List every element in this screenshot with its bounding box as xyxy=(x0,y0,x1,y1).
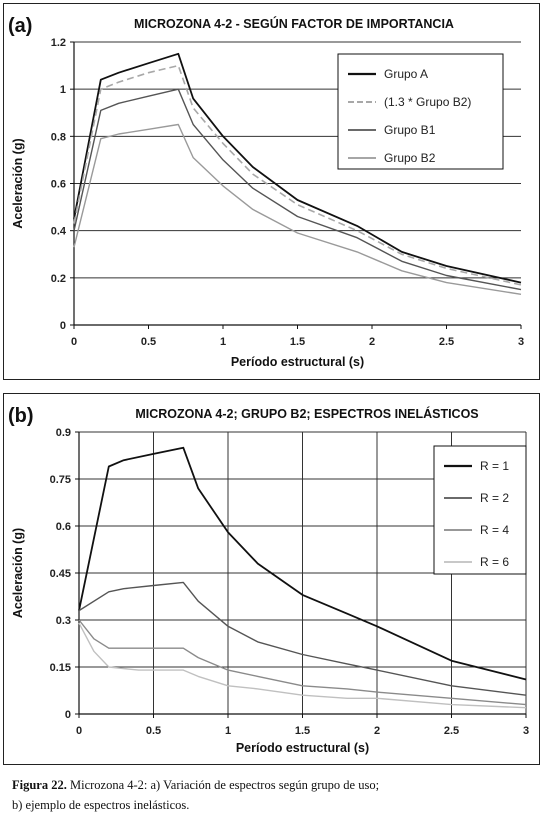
chart-b-x-axis-label: Período estructural (s) xyxy=(236,741,369,755)
chart-a-legend-label-1: Grupo A xyxy=(384,67,428,81)
chart-a-x-tick-label: 2.5 xyxy=(439,336,454,348)
chart-a-legend-label-3: Grupo B1 xyxy=(384,123,436,137)
chart-b-legend-box xyxy=(433,445,527,575)
chart-b-series-line-3 xyxy=(78,619,527,706)
figure-caption: Figura 22. Microzona 4-2: a) Variación d… xyxy=(12,775,537,815)
chart-a-y-tick-label: 1 xyxy=(60,84,66,96)
chart-b-title: MICROZONA 4-2; GRUPO B2; ESPECTROS INELÁ… xyxy=(135,406,478,421)
chart-b-x-tick-label: 2.5 xyxy=(444,725,459,737)
chart-b-x-tick-label: 0.5 xyxy=(146,725,161,737)
chart-a-legend-label-4: Grupo B2 xyxy=(384,151,436,165)
chart-a-y-tick-label: 1.2 xyxy=(51,37,66,49)
chart-a-y-axis-label: Aceleración (g) xyxy=(11,138,25,228)
chart-b-y-tick-label: 0.6 xyxy=(56,521,71,533)
chart-b-legend-label-2: R = 2 xyxy=(480,491,509,505)
chart-b-y-tick-label: 0.9 xyxy=(56,427,71,439)
chart-b-x-tick-label: 2 xyxy=(374,725,380,737)
figure-label: Figura 22. xyxy=(12,778,67,792)
chart-b-panel-label: (b) xyxy=(8,405,34,427)
chart-b-x-tick-label: 1 xyxy=(225,725,231,737)
chart-b-y-tick-label: 0.15 xyxy=(50,662,71,674)
chart-a-series-line-4 xyxy=(73,123,522,295)
chart-b-legend-label-3: R = 4 xyxy=(480,523,509,537)
chart-a-x-tick-label: 0.5 xyxy=(141,336,156,348)
chart-a-legend-label-2: (1.3 * Grupo B2) xyxy=(384,95,471,109)
chart-a-x-tick-label: 1 xyxy=(220,336,226,348)
chart-a-y-tick-label: 0.8 xyxy=(51,131,66,143)
chart-b-y-axis-label: Aceleración (g) xyxy=(11,528,25,618)
chart-a-title: MICROZONA 4-2 - SEGÚN FACTOR DE IMPORTAN… xyxy=(134,16,454,31)
chart-b-x-tick-label: 0 xyxy=(76,725,82,737)
caption-line-2: b) ejemplo de espectros inelásticos. xyxy=(12,798,190,812)
chart-a-x-tick-label: 2 xyxy=(369,336,375,348)
chart-panel-b: (b) MICROZONA 4-2; GRUPO B2; ESPECTROS IN… xyxy=(3,393,540,765)
chart-b-legend-label-4: R = 6 xyxy=(480,555,509,569)
chart-b-x-tick-label: 1.5 xyxy=(295,725,310,737)
chart-b-y-tick-label: 0 xyxy=(65,709,71,721)
chart-a-x-tick-label: 0 xyxy=(71,336,77,348)
chart-a-svg: (a) MICROZONA 4-2 - SEGÚN FACTOR DE IMPOR… xyxy=(8,15,524,369)
chart-a-series-line-1 xyxy=(73,52,522,284)
chart-b-svg: (b) MICROZONA 4-2; GRUPO B2; ESPECTROS IN… xyxy=(8,405,529,755)
chart-a-y-tick-label: 0.2 xyxy=(51,273,66,285)
chart-a-y-tick-label: 0.6 xyxy=(51,179,66,191)
chart-a-panel-label: (a) xyxy=(8,15,32,37)
chart-b-legend-label-1: R = 1 xyxy=(480,459,509,473)
chart-b-series-line-1 xyxy=(78,446,527,681)
chart-panel-a: (a) MICROZONA 4-2 - SEGÚN FACTOR DE IMPOR… xyxy=(3,3,540,380)
chart-b-x-tick-label: 3 xyxy=(523,725,529,737)
caption-line-1: Microzona 4-2: a) Variación de espectros… xyxy=(66,778,380,792)
chart-b-series-line-2 xyxy=(78,581,527,696)
chart-b-y-tick-label: 0.75 xyxy=(50,474,71,486)
chart-a-y-tick-label: 0.4 xyxy=(51,226,67,238)
chart-a-x-tick-label: 1.5 xyxy=(290,336,305,348)
chart-b-series-line-4 xyxy=(78,622,527,709)
chart-a-x-axis-label: Período estructural (s) xyxy=(231,355,364,369)
chart-a-series-line-2 xyxy=(73,64,522,286)
chart-b-y-tick-label: 0.3 xyxy=(56,615,71,627)
chart-a-y-tick-label: 0 xyxy=(60,320,66,332)
chart-a-x-tick-label: 3 xyxy=(518,336,524,348)
chart-b-y-tick-label: 0.45 xyxy=(50,568,71,580)
chart-a-series-line-3 xyxy=(73,88,522,291)
